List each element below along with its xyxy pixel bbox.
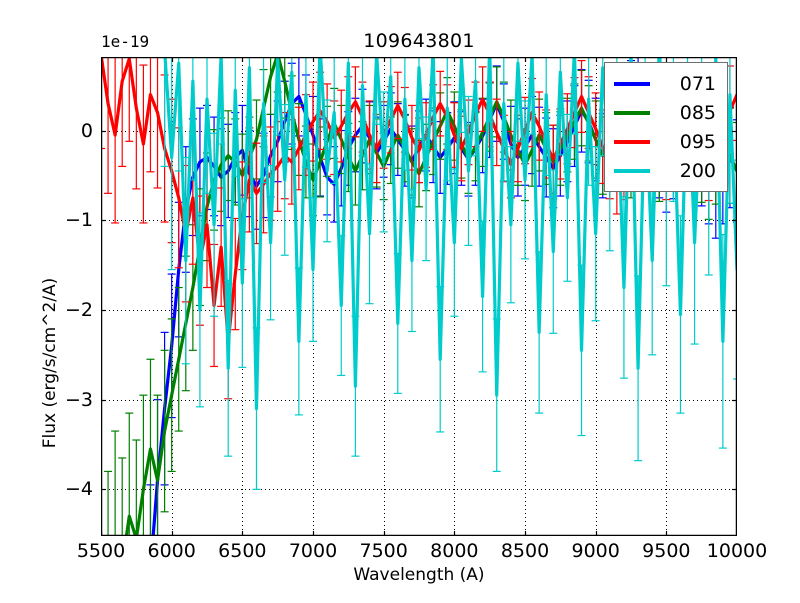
legend-label: 085 <box>679 101 716 124</box>
legend-item-085[interactable]: 085 <box>605 98 727 127</box>
legend-color-swatch <box>614 139 650 144</box>
x-tick-label: 9500 <box>642 540 691 562</box>
y-axis-label-wrap: Flux (erg/s/cm^2/A) <box>10 57 60 536</box>
y-axis-label: Flux (erg/s/cm^2/A) <box>40 277 60 449</box>
page-title: 109643801 <box>363 30 475 52</box>
x-axis-ticks: 5500 6000 6500 7000 7500 8000 8500 9000 9500 1000… <box>77 540 767 570</box>
legend-item-095[interactable]: 095 <box>605 127 727 156</box>
legend: 071 085 095 200 <box>604 62 728 192</box>
legend-label: 095 <box>679 130 716 153</box>
y-tick-label: −2 <box>64 298 93 321</box>
x-tick-label: 7000 <box>288 540 338 562</box>
legend-label: 071 <box>679 72 716 95</box>
legend-color-swatch <box>614 81 650 86</box>
x-tick-label: 8000 <box>430 540 479 562</box>
y-tick-label: −1 <box>64 209 93 232</box>
y-axis-ticks: 0 −1 −2 −3 −4 <box>0 57 93 536</box>
x-tick-label: 6500 <box>218 540 267 562</box>
y-axis-exponent-label: 1e-19 <box>101 32 150 51</box>
x-axis-label: Wavelength (A) <box>353 565 485 585</box>
y-tick-label: 0 <box>80 119 93 142</box>
legend-item-071[interactable]: 071 <box>605 69 727 98</box>
legend-label: 200 <box>679 159 716 182</box>
x-tick-label: 8500 <box>500 540 550 562</box>
x-tick-label: 5500 <box>76 540 126 562</box>
legend-item-200[interactable]: 200 <box>605 156 727 185</box>
y-tick-label: −4 <box>64 478 93 501</box>
x-tick-label: 9000 <box>571 540 620 562</box>
legend-color-swatch <box>614 110 650 115</box>
x-tick-label: 10000 <box>706 540 768 562</box>
y-tick-label: −3 <box>64 388 93 411</box>
x-tick-label: 6000 <box>147 540 196 562</box>
legend-color-swatch <box>614 168 650 173</box>
x-tick-label: 7500 <box>359 540 408 562</box>
